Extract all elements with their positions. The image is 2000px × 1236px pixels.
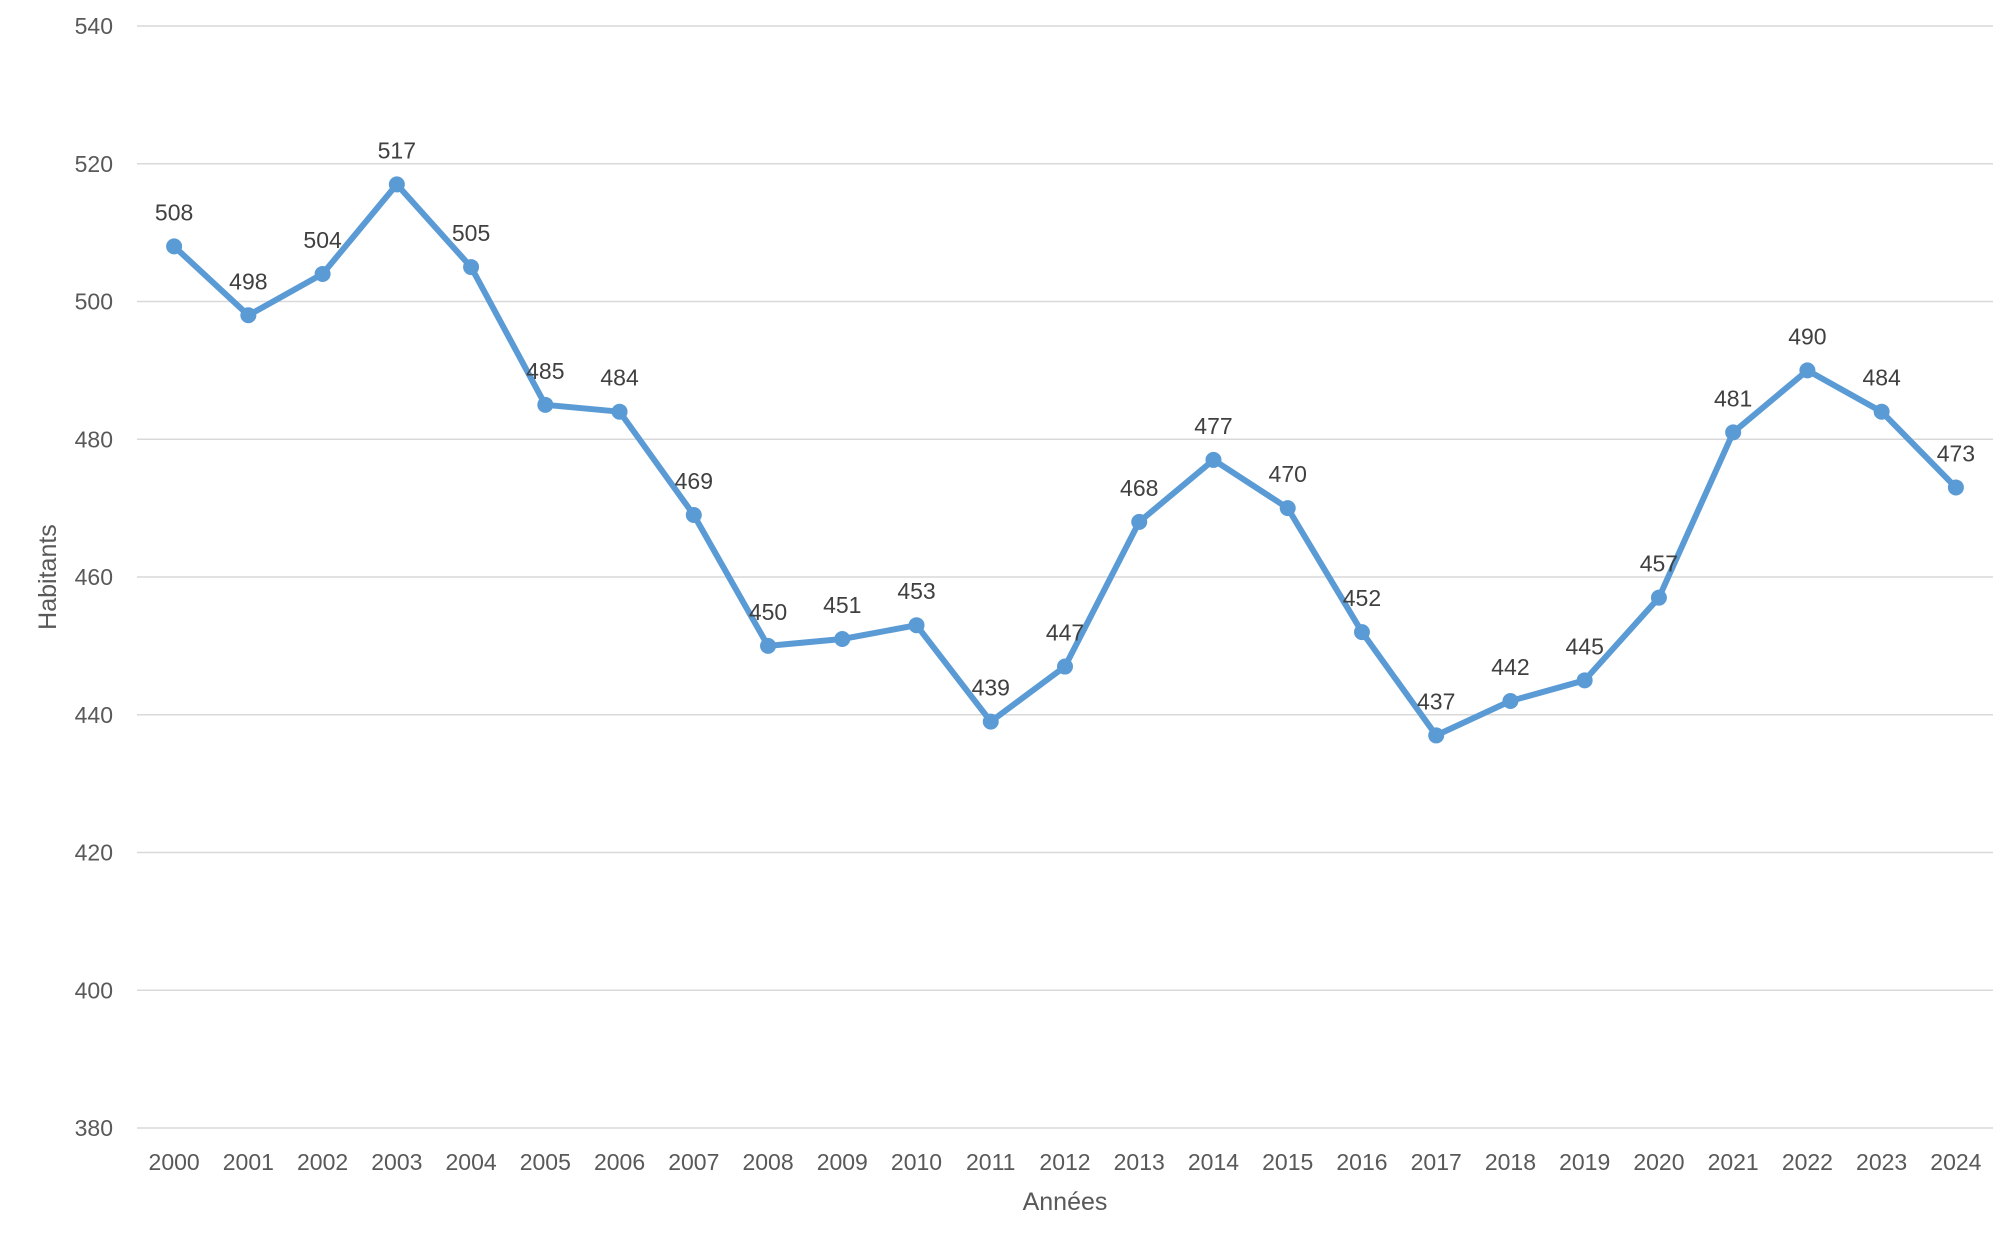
y-tick-label: 440 bbox=[75, 702, 113, 728]
y-tick-label: 480 bbox=[75, 426, 113, 452]
y-axis-ticks: 380 400 420 440 460 480 500 520 540 bbox=[75, 13, 113, 1141]
x-tick-label: 2007 bbox=[668, 1149, 719, 1175]
y-tick-label: 520 bbox=[75, 151, 113, 177]
data-point-2018 bbox=[1502, 692, 1519, 709]
data-label-2011: 439 bbox=[972, 675, 1010, 701]
data-labels: 508 498 504 517 505 485 484 469 450 451 453 439 447 4… bbox=[155, 137, 1975, 714]
data-point-2009 bbox=[834, 630, 851, 647]
x-tick-label: 2021 bbox=[1708, 1149, 1759, 1175]
data-point-2000 bbox=[166, 238, 183, 255]
x-tick-label: 2000 bbox=[149, 1149, 200, 1175]
data-label-2007: 469 bbox=[675, 468, 713, 494]
data-label-2024: 473 bbox=[1937, 440, 1975, 466]
data-point-2005 bbox=[537, 396, 554, 413]
x-tick-label: 2006 bbox=[594, 1149, 645, 1175]
x-axis-title: Années bbox=[1023, 1188, 1108, 1216]
data-point-2010 bbox=[908, 617, 925, 634]
data-label-2014: 477 bbox=[1194, 413, 1232, 439]
data-point-2024 bbox=[1947, 479, 1964, 496]
data-label-2013: 468 bbox=[1120, 475, 1158, 501]
y-tick-label: 420 bbox=[75, 840, 113, 866]
data-label-2022: 490 bbox=[1788, 323, 1826, 349]
data-point-2022 bbox=[1799, 362, 1816, 379]
data-point-2016 bbox=[1353, 624, 1370, 641]
x-tick-label: 2012 bbox=[1039, 1149, 1090, 1175]
data-point-2020 bbox=[1650, 589, 1667, 606]
data-point-2014 bbox=[1205, 451, 1222, 468]
x-tick-label: 2003 bbox=[371, 1149, 422, 1175]
y-tick-label: 540 bbox=[75, 13, 113, 39]
x-tick-label: 2014 bbox=[1188, 1149, 1239, 1175]
data-label-2012: 447 bbox=[1046, 620, 1084, 646]
x-tick-label: 2024 bbox=[1930, 1149, 1981, 1175]
data-label-2000: 508 bbox=[155, 199, 193, 225]
x-tick-label: 2011 bbox=[966, 1149, 1015, 1175]
x-tick-label: 2018 bbox=[1485, 1149, 1536, 1175]
data-label-2021: 481 bbox=[1714, 385, 1752, 411]
data-label-2004: 505 bbox=[452, 220, 490, 246]
gridlines bbox=[137, 25, 1993, 1129]
x-tick-label: 2017 bbox=[1411, 1149, 1462, 1175]
x-tick-label: 2002 bbox=[297, 1149, 348, 1175]
data-point-2013 bbox=[1131, 513, 1148, 530]
x-tick-label: 2015 bbox=[1262, 1149, 1313, 1175]
data-label-2017: 437 bbox=[1417, 688, 1455, 714]
x-tick-label: 2010 bbox=[891, 1149, 942, 1175]
data-label-2020: 457 bbox=[1640, 551, 1678, 577]
data-label-2016: 452 bbox=[1343, 585, 1381, 611]
data-label-2008: 450 bbox=[749, 599, 787, 625]
data-point-2004 bbox=[463, 259, 480, 276]
data-point-2006 bbox=[611, 403, 628, 420]
data-point-2008 bbox=[760, 637, 777, 654]
data-label-2003: 517 bbox=[378, 137, 416, 163]
x-tick-label: 2022 bbox=[1782, 1149, 1833, 1175]
data-label-2019: 445 bbox=[1565, 633, 1603, 659]
data-label-2009: 451 bbox=[823, 592, 861, 618]
data-label-2023: 484 bbox=[1862, 365, 1901, 391]
data-label-2018: 442 bbox=[1491, 654, 1529, 680]
x-tick-label: 2001 bbox=[223, 1149, 274, 1175]
data-point-2002 bbox=[314, 265, 331, 282]
y-tick-label: 460 bbox=[75, 564, 113, 590]
y-axis-title: Habitants bbox=[34, 524, 62, 630]
data-point-2021 bbox=[1725, 424, 1742, 441]
data-point-2012 bbox=[1057, 658, 1073, 675]
data-point-2007 bbox=[685, 507, 702, 524]
data-label-2002: 504 bbox=[303, 227, 342, 253]
x-tick-label: 2016 bbox=[1336, 1149, 1387, 1175]
series bbox=[166, 176, 1964, 744]
y-tick-label: 500 bbox=[75, 289, 113, 315]
y-tick-label: 400 bbox=[75, 977, 113, 1003]
x-tick-label: 2008 bbox=[742, 1149, 793, 1175]
series-line bbox=[171, 181, 1959, 739]
data-point-2023 bbox=[1873, 403, 1890, 420]
data-point-2019 bbox=[1576, 672, 1593, 689]
x-tick-label: 2023 bbox=[1856, 1149, 1907, 1175]
data-point-2017 bbox=[1428, 727, 1445, 744]
data-point-2003 bbox=[388, 176, 405, 193]
data-label-2001: 498 bbox=[229, 268, 267, 294]
data-label-2006: 484 bbox=[600, 365, 639, 391]
data-label-2010: 453 bbox=[897, 578, 935, 604]
x-tick-label: 2005 bbox=[520, 1149, 571, 1175]
x-tick-label: 2009 bbox=[817, 1149, 868, 1175]
x-axis-ticks: 2000 2001 2002 2003 2004 2005 2006 2007 2008 2009… bbox=[149, 1149, 1982, 1175]
data-point-2015 bbox=[1279, 500, 1296, 517]
x-tick-label: 2013 bbox=[1114, 1149, 1165, 1175]
x-tick-label: 2019 bbox=[1559, 1149, 1610, 1175]
data-point-2011 bbox=[982, 713, 999, 730]
data-label-2005: 485 bbox=[526, 358, 564, 384]
data-point-2001 bbox=[240, 307, 257, 324]
data-label-2015: 470 bbox=[1269, 461, 1307, 487]
x-tick-label: 2004 bbox=[445, 1149, 496, 1175]
x-tick-label: 2020 bbox=[1633, 1149, 1684, 1175]
y-tick-label: 380 bbox=[75, 1115, 113, 1141]
